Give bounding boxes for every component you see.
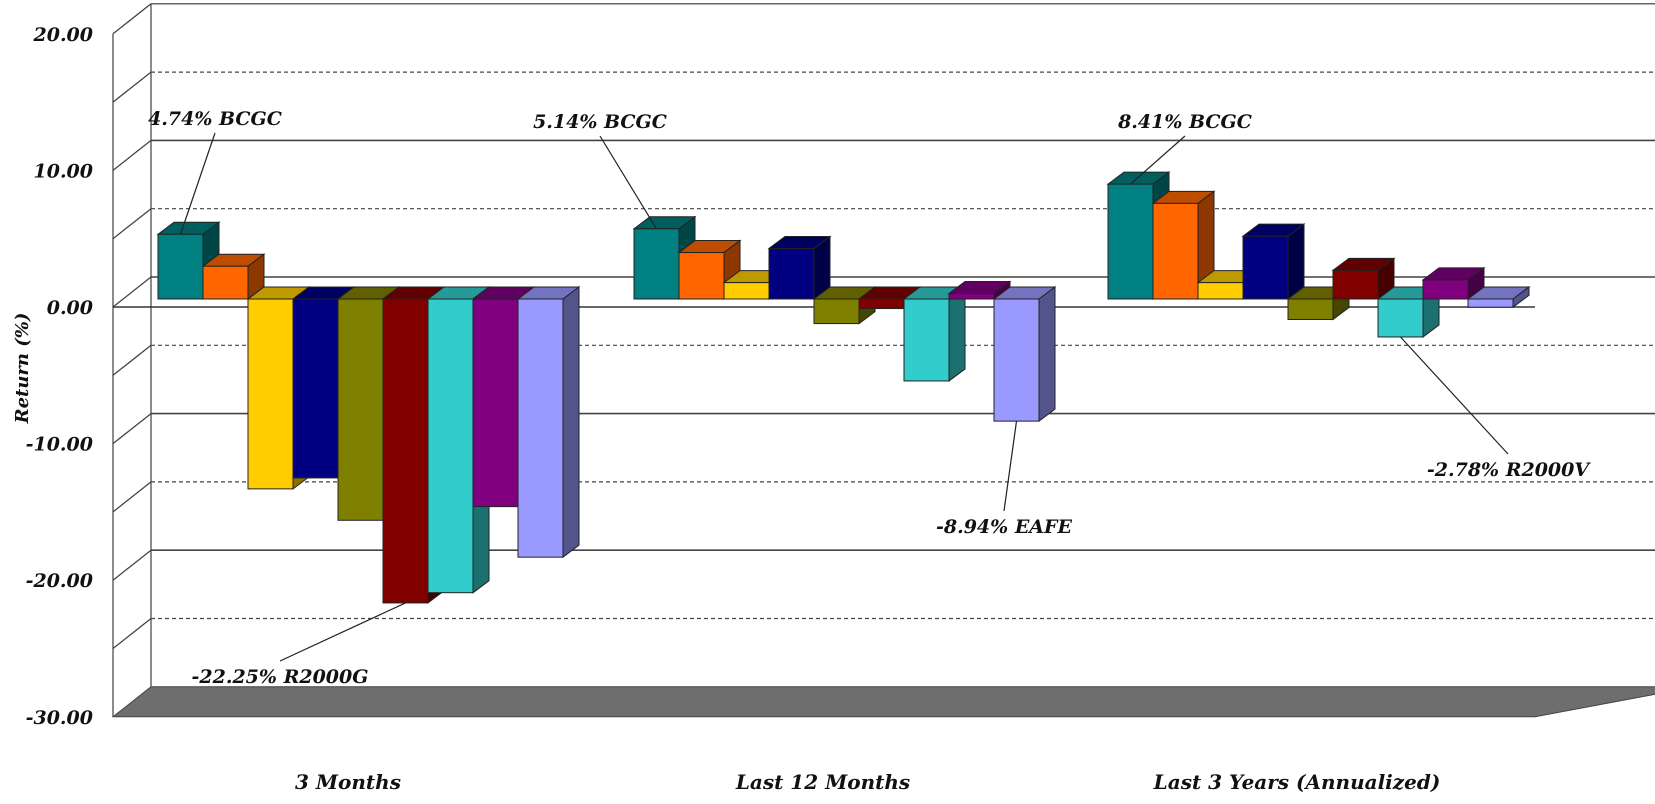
bar-front xyxy=(248,299,293,489)
gridline-diagonal xyxy=(113,4,151,34)
bar xyxy=(203,254,264,299)
bar-front xyxy=(293,299,338,478)
bar-front xyxy=(679,253,724,299)
gridline-diagonal xyxy=(113,414,151,444)
bar-front xyxy=(1423,280,1468,299)
bar-front xyxy=(949,294,994,299)
annotation-leader xyxy=(1004,421,1017,511)
category-label: Last 12 Months xyxy=(735,770,910,794)
bar-front xyxy=(518,299,563,557)
bar-front xyxy=(1108,184,1153,299)
annotation: -8.94% EAFE xyxy=(936,421,1073,538)
annotation-leader xyxy=(280,603,406,661)
bar-front xyxy=(814,299,859,324)
annotation: -2.78% R2000V xyxy=(1401,337,1592,481)
y-tick-label: 20.00 xyxy=(33,24,94,46)
annotation-label: 8.41% BCGC xyxy=(1117,111,1252,133)
category-label: Last 3 Years (Annualized) xyxy=(1153,770,1441,794)
annotation: -22.25% R2000G xyxy=(192,603,406,688)
bar-side xyxy=(949,287,965,381)
bar-front xyxy=(634,229,679,299)
y-tick-label: -30.00 xyxy=(26,707,93,729)
bar-side xyxy=(1288,224,1304,299)
bar-front xyxy=(1198,283,1243,299)
bar-front xyxy=(1243,236,1288,299)
gridline-diagonal xyxy=(113,345,151,375)
bar xyxy=(904,287,965,381)
annotation-label: -22.25% R2000G xyxy=(192,666,369,688)
gridline-diagonal xyxy=(113,277,151,307)
annotation-label: -2.78% R2000V xyxy=(1427,459,1592,481)
bar-front xyxy=(158,234,203,299)
bar-front xyxy=(724,283,769,299)
bar-front xyxy=(428,299,473,593)
bar-side xyxy=(1039,287,1055,421)
bar-group xyxy=(1108,172,1529,337)
bar-front xyxy=(859,299,904,309)
bar-side xyxy=(563,287,579,557)
annotation-leader xyxy=(181,133,216,234)
chart-floor xyxy=(113,687,1655,717)
bar-front xyxy=(1288,299,1333,319)
bar-front xyxy=(904,299,949,381)
annotation-label: 5.14% BCGC xyxy=(533,111,667,133)
annotation: 5.14% BCGC xyxy=(533,111,667,229)
y-axis-label: Return (%) xyxy=(12,313,33,425)
gridline-diagonal xyxy=(113,482,151,512)
bar xyxy=(1243,224,1304,299)
bar-front xyxy=(338,299,383,520)
bars xyxy=(158,172,1529,603)
bar-group xyxy=(634,217,1055,421)
bar xyxy=(518,287,579,557)
category-label: 3 Months xyxy=(295,770,401,794)
bar-front xyxy=(383,299,428,603)
gridline-diagonal xyxy=(113,619,151,649)
bar-front xyxy=(1333,270,1378,299)
annotation-label: -8.94% EAFE xyxy=(936,516,1073,538)
bar-front xyxy=(203,266,248,299)
gridline-diagonal xyxy=(113,209,151,239)
bar-front xyxy=(994,299,1039,421)
y-tick-label: -20.00 xyxy=(26,570,93,592)
gridline-diagonal xyxy=(113,72,151,102)
annotation-leader xyxy=(1401,337,1509,454)
bar xyxy=(994,287,1055,421)
gridline-diagonal xyxy=(113,140,151,170)
y-tick-label: 10.00 xyxy=(34,160,94,182)
gridline-diagonal xyxy=(113,550,151,580)
floor-plane xyxy=(113,687,1655,717)
bar-front xyxy=(1378,299,1423,337)
bar xyxy=(769,236,830,299)
annotation-leader xyxy=(600,136,657,229)
category-labels: 3 Months Last 12 Months Last 3 Years (Annu… xyxy=(295,770,1440,794)
y-tick-label: -10.00 xyxy=(26,434,93,456)
y-tick-label: 0.00 xyxy=(47,297,93,319)
bar xyxy=(1333,258,1394,299)
bar-front xyxy=(769,248,814,299)
annotation-label: 4.74% BCGC xyxy=(148,108,282,130)
bar-front xyxy=(1153,203,1198,299)
bar-front xyxy=(1468,299,1513,307)
y-axis-ticks: 20.00 10.00 0.00 -10.00 -20.00 -30.00 xyxy=(26,24,93,729)
bar-front xyxy=(473,299,518,507)
bar-group xyxy=(158,222,579,603)
annotation: 4.74% BCGC xyxy=(148,108,282,234)
